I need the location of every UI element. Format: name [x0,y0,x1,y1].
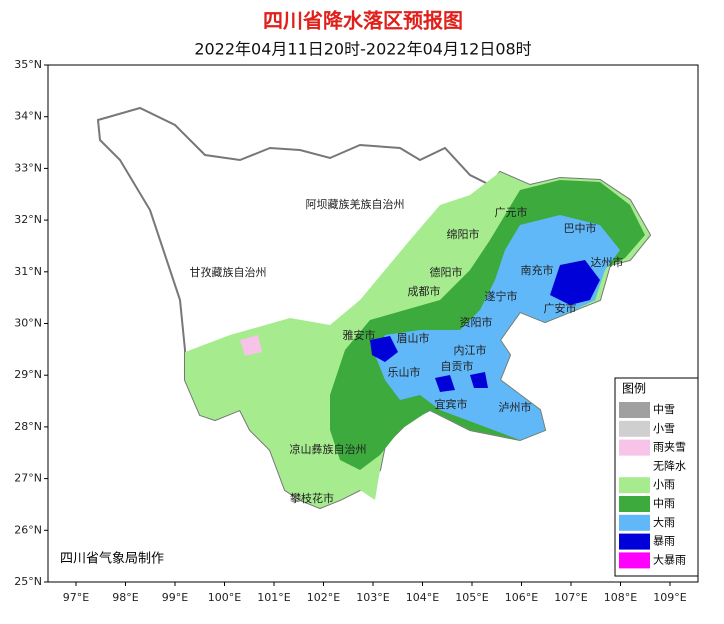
place-label: 甘孜藏族自治州 [190,265,267,279]
place-label: 攀枝花市 [290,491,334,505]
place-label: 南充市 [521,263,554,277]
rainstorm-area [370,336,398,362]
sleet-area [240,335,262,356]
lon-label: 101°E [257,591,290,604]
legend-swatch [619,439,650,456]
lon-label: 105°E [455,591,488,604]
lat-label: 29°N [14,368,42,381]
rainstorm-area [435,375,455,392]
legend-swatch [619,458,650,475]
place-label: 自贡市 [441,359,474,373]
place-label: 资阳市 [460,315,493,329]
title: 四川省降水落区预报图 [263,9,463,33]
legend-swatch [619,496,650,512]
lon-label: 109°E [653,591,686,604]
place-label: 广元市 [495,205,528,219]
place-label: 宜宾市 [435,397,468,411]
place-label: 眉山市 [397,331,430,345]
lat-label: 25°N [14,575,42,588]
legend-label: 大雨 [653,515,675,529]
legend-swatch [619,402,650,418]
legend-label: 小雪 [653,422,675,435]
place-label: 雅安市 [343,328,376,342]
place-label: 泸州市 [499,400,532,414]
subtitle: 2022年04月11日20时-2022年04月12日08时 [194,40,531,59]
lat-label: 35°N [14,58,42,71]
lat-label: 27°N [14,472,42,485]
legend-label: 中雨 [653,497,675,510]
legend-swatch [619,514,650,531]
lon-label: 97°E [63,591,89,604]
legend-title: 图例 [622,382,646,396]
lon-label: 107°E [554,591,587,604]
legend-label: 中雪 [653,403,675,416]
legend-swatch [619,477,650,494]
place-label: 成都市 [408,284,441,298]
rainstorm-area [550,260,600,305]
place-label: 达州市 [591,255,624,269]
lat-label: 30°N [14,317,42,330]
place-label: 内江市 [454,343,487,357]
lat-label: 26°N [14,523,42,536]
legend-label: 暴雨 [653,535,675,548]
lon-label: 103°E [356,591,389,604]
lon-label: 102°E [307,591,340,604]
lat-label: 33°N [14,161,42,174]
lat-label: 32°N [14,213,42,226]
place-labels: 阿坝藏族羌族自治州 甘孜藏族自治州 广元市 巴中市 绵阳市 德阳市 南充市 达州… [190,197,624,505]
lon-label: 106°E [505,591,538,604]
lat-label: 34°N [14,110,42,123]
lon-label: 100°E [208,591,241,604]
legend-label: 雨夹雪 [653,441,686,454]
legend-label: 小雨 [653,478,675,491]
lon-label: 98°E [112,591,138,604]
legend-label: 无降水 [653,458,686,472]
lon-label: 108°E [604,591,637,604]
legend-label: 大暴雨 [653,552,686,566]
place-label: 遂宁市 [485,289,518,303]
place-label: 德阳市 [430,265,463,279]
legend-swatch [619,533,650,550]
place-label: 巴中市 [564,221,597,235]
lon-label: 99°E [162,591,188,604]
place-label: 广安市 [544,301,577,315]
place-label: 乐山市 [388,365,421,379]
rainstorm-area [470,372,488,388]
legend-swatch [619,420,650,437]
legend-swatch [619,552,650,569]
place-label: 阿坝藏族羌族自治州 [306,197,405,211]
lat-label: 31°N [14,265,42,278]
place-label: 绵阳市 [447,227,480,241]
lon-label: 104°E [406,591,439,604]
lat-label: 28°N [14,420,42,433]
place-label: 凉山彝族自治州 [290,442,367,456]
credit: 四川省气象局制作 [60,551,164,567]
